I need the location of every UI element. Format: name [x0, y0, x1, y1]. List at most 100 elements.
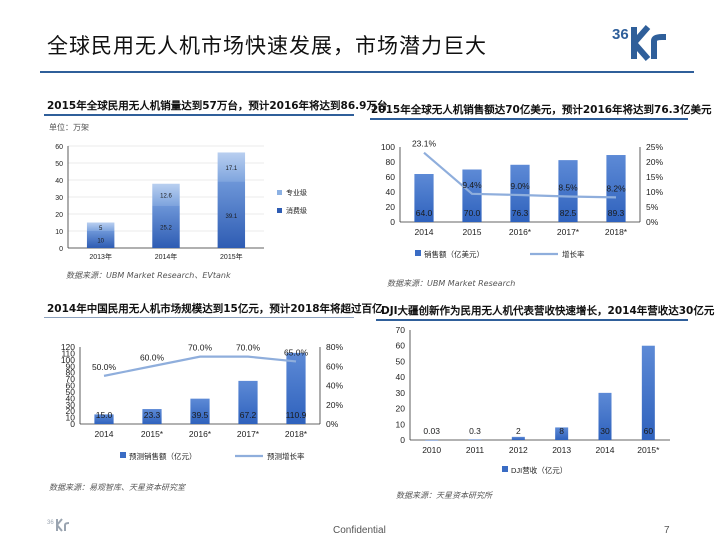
- x-tick-label: 2018*: [285, 429, 308, 439]
- x-tick-label: 2014: [415, 227, 434, 237]
- x-tick-label: 2013: [552, 445, 571, 455]
- y-tick-label: 40: [386, 187, 396, 197]
- y-tick-label: 0: [59, 246, 63, 253]
- y2-tick-label: 10%: [646, 187, 663, 197]
- bar: [217, 181, 246, 248]
- bar: [190, 398, 210, 424]
- line-label: 8.2%: [606, 183, 626, 193]
- y-tick-label: 80: [386, 157, 396, 167]
- panel1-unit: 单位：万架: [49, 123, 89, 132]
- x-tick-label: 2015: [463, 227, 482, 237]
- y-tick-label: 20: [55, 212, 63, 219]
- legend-label: 销售额（亿美元）: [424, 249, 484, 259]
- y-tick-label: 70: [66, 374, 76, 384]
- legend-label: 专业级: [286, 188, 307, 197]
- panel3-source: 数据来源：易观智库、天星资本研究室: [49, 483, 185, 492]
- panel4-source: 数据来源：天星资本研究所: [396, 491, 492, 500]
- y-tick-label: 30: [55, 195, 63, 202]
- line-label: 8.5%: [558, 183, 578, 193]
- footer-confidential: Confidential: [333, 525, 386, 536]
- line-label: 50.0%: [92, 362, 117, 372]
- y-tick-label: 70: [396, 325, 406, 335]
- bar-label: 12.6: [160, 193, 172, 199]
- bar-label: 0.3: [469, 426, 481, 436]
- y-tick-label: 110: [61, 348, 75, 358]
- svg-text:36: 36: [47, 520, 54, 526]
- legend-label: 消费级: [286, 206, 307, 215]
- y-tick-label: 20: [396, 404, 406, 414]
- y-tick-label: 20: [386, 202, 396, 212]
- legend-swatch: [502, 466, 508, 472]
- bar: [286, 352, 306, 424]
- panel1-rule: [44, 114, 354, 116]
- y-tick-label: 30: [66, 400, 76, 410]
- y-tick-label: 50: [396, 356, 406, 366]
- y2-tick-label: 25%: [646, 142, 663, 152]
- legend-label: DJI营收（亿元）: [511, 465, 567, 475]
- bar-label: 60: [644, 426, 654, 436]
- bar: [555, 427, 569, 440]
- bar: [641, 345, 655, 440]
- bar: [510, 164, 530, 222]
- bar: [414, 174, 434, 222]
- header-rule: [40, 71, 694, 73]
- legend-label: 增长率: [562, 249, 585, 259]
- y-tick-label: 10: [55, 229, 63, 236]
- bar-label: 39.5: [192, 410, 209, 420]
- bar-label: 0.03: [423, 426, 440, 436]
- bar: [86, 231, 115, 248]
- y2-tick-label: 20%: [326, 400, 343, 410]
- y-tick-label: 80: [66, 368, 76, 378]
- panel2-rule: [370, 118, 688, 120]
- bar-label: 67.2: [240, 410, 257, 420]
- logo-k: [631, 25, 651, 61]
- panel2-source: 数据来源：UBM Market Research: [387, 279, 516, 288]
- x-tick-label: 2013年: [89, 252, 112, 261]
- y-tick-label: 0: [70, 419, 75, 429]
- page-number: 7: [664, 525, 670, 536]
- 36kr-logo: 36: [612, 25, 666, 61]
- line-label: 70.0%: [188, 343, 213, 353]
- panel3-title: 2014年中国民用无人机市场规模达到15亿元，预计2018年将超过百亿: [47, 303, 383, 315]
- legend-swatch: [415, 250, 421, 256]
- bar: [558, 160, 578, 222]
- panel1-source: 数据来源：UBM Market Research、EVtank: [66, 271, 231, 280]
- chart-sales-volume: 0 10 20 30 40 50 60 10 5 2013年 25.2 12.6 2014年 39.1 17…: [55, 144, 307, 261]
- line-label: 9.0%: [510, 181, 530, 191]
- line-label: 60.0%: [140, 352, 165, 362]
- panel4-rule: [376, 319, 688, 321]
- bar-label: 15.0: [96, 410, 113, 420]
- bar-label: 5: [99, 226, 103, 232]
- y2-tick-label: 40%: [326, 381, 343, 391]
- bar: [462, 169, 482, 222]
- bar-label: 64.0: [416, 208, 433, 218]
- logo-digits: 36: [612, 26, 629, 43]
- bar-label: 76.3: [512, 208, 529, 218]
- y2-tick-label: 5%: [646, 202, 659, 212]
- line-label: 65.0%: [284, 347, 309, 357]
- bar-label: 70.0: [464, 208, 481, 218]
- y-tick-label: 10: [66, 413, 76, 423]
- bar-label: 39.1: [225, 214, 237, 220]
- x-tick-label: 2014年: [155, 252, 178, 261]
- chart-dji-revenue: 0 10 20 30 40 50 60 70 0.03 2010 0.3 2011 2 2012 8 2013…: [396, 325, 670, 475]
- y-tick-label: 0: [400, 435, 405, 445]
- panel1-title: 2015年全球民用无人机销量达到57万台，预计2016年将达到86.9万台: [47, 100, 388, 112]
- bar: [238, 380, 258, 424]
- x-tick-label: 2015年: [220, 252, 243, 261]
- y2-tick-label: 20%: [646, 157, 663, 167]
- x-tick-label: 2017*: [557, 227, 580, 237]
- y-tick-label: 30: [396, 388, 406, 398]
- x-tick-label: 2016*: [509, 227, 532, 237]
- y-tick-label: 50: [66, 387, 76, 397]
- x-tick-label: 2012: [509, 445, 528, 455]
- bar: [152, 205, 180, 248]
- y-tick-label: 0: [390, 217, 395, 227]
- y-tick-label: 60: [66, 381, 76, 391]
- bar-label: 10: [97, 239, 104, 245]
- x-tick-label: 2014: [596, 445, 615, 455]
- line-label: 9.4%: [462, 180, 482, 190]
- legend-swatch: [120, 452, 126, 458]
- legend-label: 预测销售额（亿元）: [129, 451, 197, 461]
